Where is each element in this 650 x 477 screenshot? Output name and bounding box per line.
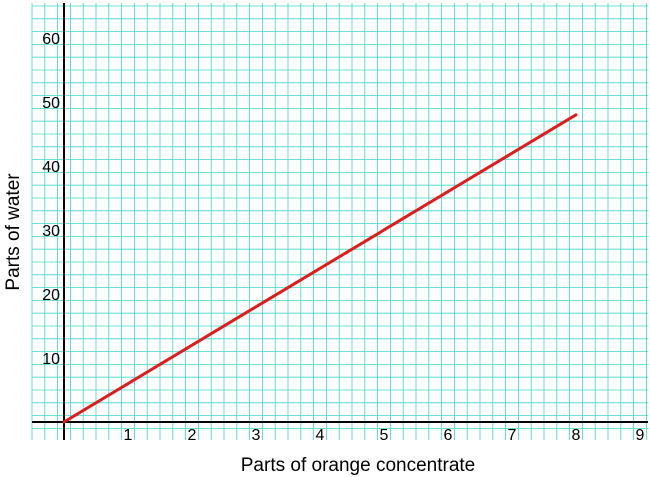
x-tick-label: 1	[124, 427, 133, 444]
y-axis-title: Parts of water	[3, 173, 24, 291]
grid-minor	[31, 3, 648, 440]
axes	[32, 3, 648, 440]
x-tick-label: 2	[188, 427, 197, 444]
x-tick-label: 4	[316, 427, 325, 444]
y-tick-label: 20	[42, 287, 60, 304]
y-tick-label: 10	[42, 351, 60, 368]
series-layer	[62, 113, 578, 424]
x-axis-title: Parts of orange concentrate	[241, 455, 475, 476]
x-tick-label: 8	[572, 427, 581, 444]
y-tick-label: 30	[42, 223, 60, 240]
y-tick-label: 60	[42, 31, 60, 48]
y-tick-label: 40	[42, 159, 60, 176]
x-tick-label: 9	[636, 427, 645, 444]
x-tick-label: 5	[380, 427, 389, 444]
y-tick-label: 50	[42, 95, 60, 112]
x-tick-label: 6	[444, 427, 453, 444]
tick-labels: 1 2 3 4 5 6 7 8 9 10 20 30 40 50 60	[42, 31, 644, 444]
series-line	[62, 113, 578, 424]
grid-background	[32, 3, 648, 440]
x-tick-label: 7	[508, 427, 517, 444]
x-tick-label: 3	[252, 427, 261, 444]
